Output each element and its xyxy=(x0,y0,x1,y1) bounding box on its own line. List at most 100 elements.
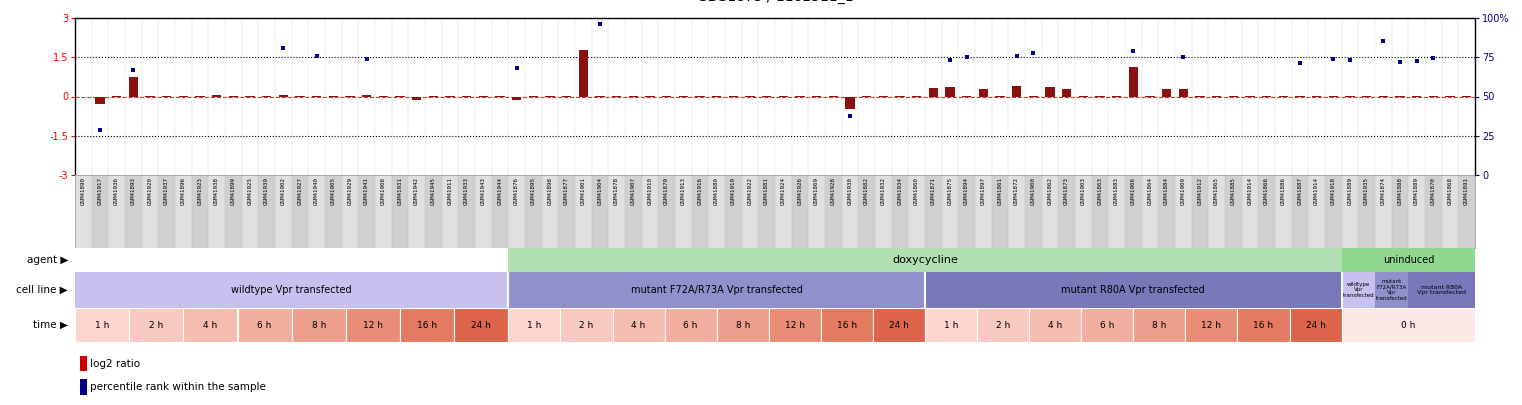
Text: cell line ▶: cell line ▶ xyxy=(17,285,68,295)
Text: GSM41897: GSM41897 xyxy=(980,177,986,205)
Bar xyxy=(1342,248,1475,272)
Bar xyxy=(1081,308,1134,342)
Bar xyxy=(708,175,724,248)
Bar xyxy=(1125,175,1142,248)
Bar xyxy=(408,175,425,248)
Bar xyxy=(1408,272,1475,308)
Text: GSM41870: GSM41870 xyxy=(1431,177,1435,205)
Text: 0 h: 0 h xyxy=(1402,320,1415,330)
Bar xyxy=(808,175,825,248)
Text: 24 h: 24 h xyxy=(472,320,492,330)
Text: GSM41916: GSM41916 xyxy=(697,177,703,205)
Bar xyxy=(1012,86,1021,96)
Bar xyxy=(292,308,345,342)
Bar xyxy=(979,90,988,96)
Bar xyxy=(400,308,454,342)
Bar xyxy=(875,175,892,248)
Bar xyxy=(1425,175,1441,248)
Bar xyxy=(612,308,665,342)
Text: GSM41880: GSM41880 xyxy=(714,177,720,205)
Bar xyxy=(892,175,909,248)
Bar xyxy=(1142,175,1158,248)
Bar xyxy=(1342,308,1475,342)
Text: GSM41877: GSM41877 xyxy=(565,177,569,205)
Text: GSM41903: GSM41903 xyxy=(1081,177,1085,205)
Bar xyxy=(391,175,408,248)
Bar xyxy=(1326,175,1342,248)
Bar xyxy=(659,175,674,248)
Text: GSM41939: GSM41939 xyxy=(265,177,269,205)
Text: GSM41909: GSM41909 xyxy=(1181,177,1186,205)
Text: 4 h: 4 h xyxy=(1049,320,1062,330)
Bar xyxy=(1292,175,1309,248)
Text: GSM41891: GSM41891 xyxy=(1464,177,1469,205)
Bar xyxy=(91,175,108,248)
Bar xyxy=(1186,308,1237,342)
Bar xyxy=(209,175,225,248)
Text: 24 h: 24 h xyxy=(1306,320,1326,330)
Bar xyxy=(820,308,874,342)
Text: GSM41925: GSM41925 xyxy=(248,177,253,205)
Text: GSM41917: GSM41917 xyxy=(97,177,102,205)
Bar xyxy=(183,308,237,342)
Bar xyxy=(508,175,525,248)
Bar xyxy=(358,175,374,248)
Text: GSM41900: GSM41900 xyxy=(1030,177,1036,205)
Text: 2 h: 2 h xyxy=(149,320,163,330)
Bar xyxy=(1358,175,1374,248)
Bar xyxy=(559,175,575,248)
Text: GSM41943: GSM41943 xyxy=(481,177,486,205)
Text: 4 h: 4 h xyxy=(632,320,645,330)
Text: GSM41878: GSM41878 xyxy=(615,177,619,205)
Text: 24 h: 24 h xyxy=(889,320,909,330)
Bar xyxy=(1075,175,1091,248)
Text: GSM41944: GSM41944 xyxy=(498,177,502,205)
Bar xyxy=(976,175,992,248)
Bar xyxy=(560,308,612,342)
Bar xyxy=(1058,175,1075,248)
Bar xyxy=(454,308,508,342)
Bar xyxy=(1441,175,1458,248)
Text: GSM41913: GSM41913 xyxy=(680,177,686,205)
Text: GSM41937: GSM41937 xyxy=(164,177,169,205)
Text: GSM41861: GSM41861 xyxy=(997,177,1003,205)
Text: 1 h: 1 h xyxy=(94,320,110,330)
Bar xyxy=(142,175,158,248)
Text: GSM41938: GSM41938 xyxy=(215,177,219,205)
Bar xyxy=(237,308,292,342)
Bar xyxy=(977,308,1029,342)
Bar xyxy=(1342,272,1374,308)
Bar xyxy=(665,308,717,342)
Text: GSM41888: GSM41888 xyxy=(1397,177,1402,205)
Text: GSM41902: GSM41902 xyxy=(282,177,286,205)
Bar xyxy=(724,175,741,248)
Bar xyxy=(259,175,275,248)
Text: GSM41945: GSM41945 xyxy=(431,177,435,205)
Bar xyxy=(508,308,560,342)
Text: doxycycline: doxycycline xyxy=(892,255,957,265)
Text: wildtype
Vpr
transfected: wildtype Vpr transfected xyxy=(1342,282,1374,298)
Text: GSM41889: GSM41889 xyxy=(1414,177,1419,205)
Text: GSM41934: GSM41934 xyxy=(898,177,903,205)
Bar xyxy=(129,308,183,342)
Bar xyxy=(928,88,938,96)
Bar xyxy=(1192,175,1208,248)
Text: 12 h: 12 h xyxy=(1201,320,1222,330)
Text: GSM41918: GSM41918 xyxy=(1330,177,1336,205)
Text: GSM41924: GSM41924 xyxy=(781,177,785,205)
Text: GSM41942: GSM41942 xyxy=(414,177,419,205)
Text: 12 h: 12 h xyxy=(785,320,805,330)
Bar xyxy=(909,175,925,248)
Text: 16 h: 16 h xyxy=(1254,320,1274,330)
Text: GSM41872: GSM41872 xyxy=(1014,177,1020,205)
Text: 12 h: 12 h xyxy=(362,320,384,330)
Text: GSM41863: GSM41863 xyxy=(1097,177,1102,205)
Bar xyxy=(175,175,192,248)
Bar xyxy=(925,308,977,342)
Text: GSM41926: GSM41926 xyxy=(798,177,802,205)
Bar xyxy=(279,95,288,96)
Bar xyxy=(508,272,925,308)
Text: GSM41866: GSM41866 xyxy=(1265,177,1269,205)
Bar xyxy=(942,175,959,248)
Text: GSM41940: GSM41940 xyxy=(314,177,320,205)
